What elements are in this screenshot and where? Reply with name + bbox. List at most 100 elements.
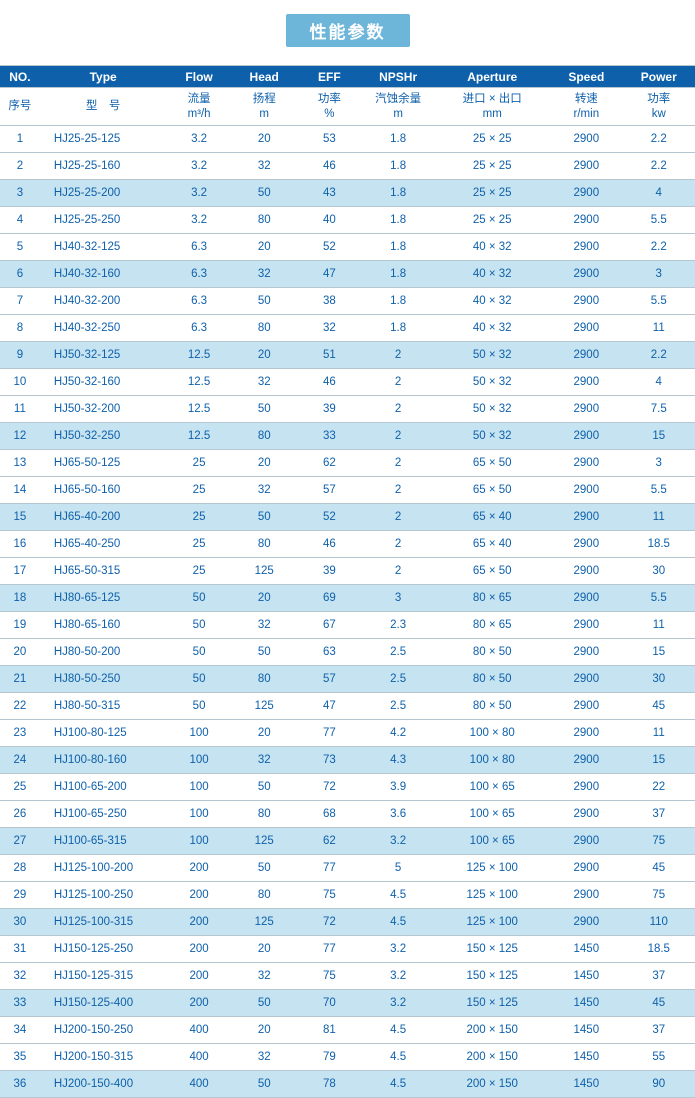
table-row: 8HJ40-32-2506.380321.840 × 32290011 bbox=[0, 315, 695, 342]
cell-flow: 100 bbox=[167, 747, 232, 774]
cell-flow: 100 bbox=[167, 801, 232, 828]
cell-ape: 150 × 125 bbox=[434, 936, 550, 963]
cell-npsh: 3.2 bbox=[362, 828, 434, 855]
cell-flow: 25 bbox=[167, 558, 232, 585]
cell-npsh: 1.8 bbox=[362, 288, 434, 315]
cell-eff: 62 bbox=[297, 828, 362, 855]
cell-head: 80 bbox=[232, 315, 297, 342]
cell-type: HJ50-32-160 bbox=[40, 369, 167, 396]
cell-head: 125 bbox=[232, 693, 297, 720]
table-row: 12HJ50-32-25012.58033250 × 32290015 bbox=[0, 423, 695, 450]
table-row: 13HJ65-50-125252062265 × 5029003 bbox=[0, 450, 695, 477]
cell-flow: 50 bbox=[167, 666, 232, 693]
cell-type: HJ100-80-125 bbox=[40, 720, 167, 747]
cell-spd: 2900 bbox=[550, 882, 622, 909]
cell-flow: 12.5 bbox=[167, 369, 232, 396]
cell-ape: 65 × 50 bbox=[434, 558, 550, 585]
cell-flow: 200 bbox=[167, 990, 232, 1017]
table-row: 32HJ150-125-31520032753.2150 × 125145037 bbox=[0, 963, 695, 990]
cell-ape: 65 × 50 bbox=[434, 450, 550, 477]
cell-eff: 53 bbox=[297, 126, 362, 153]
cell-eff: 47 bbox=[297, 261, 362, 288]
cell-eff: 32 bbox=[297, 315, 362, 342]
cell-npsh: 2 bbox=[362, 477, 434, 504]
cell-npsh: 1.8 bbox=[362, 207, 434, 234]
cell-pwr: 18.5 bbox=[623, 531, 695, 558]
cell-ape: 150 × 125 bbox=[434, 963, 550, 990]
cell-spd: 2900 bbox=[550, 504, 622, 531]
cell-flow: 200 bbox=[167, 909, 232, 936]
cell-spd: 2900 bbox=[550, 261, 622, 288]
cell-eff: 33 bbox=[297, 423, 362, 450]
cell-pwr: 5.5 bbox=[623, 477, 695, 504]
cell-npsh: 3.2 bbox=[362, 990, 434, 1017]
cell-spd: 2900 bbox=[550, 180, 622, 207]
cell-ape: 125 × 100 bbox=[434, 855, 550, 882]
cell-pwr: 2.2 bbox=[623, 153, 695, 180]
table-row: 26HJ100-65-25010080683.6100 × 65290037 bbox=[0, 801, 695, 828]
cell-pwr: 11 bbox=[623, 720, 695, 747]
cell-no: 15 bbox=[0, 504, 40, 531]
cell-npsh: 4.5 bbox=[362, 1071, 434, 1098]
cell-type: HJ25-25-200 bbox=[40, 180, 167, 207]
hdr-no-en: NO. bbox=[0, 66, 40, 88]
cell-spd: 1450 bbox=[550, 1071, 622, 1098]
cell-flow: 25 bbox=[167, 531, 232, 558]
cell-no: 18 bbox=[0, 585, 40, 612]
cell-no: 7 bbox=[0, 288, 40, 315]
cell-pwr: 90 bbox=[623, 1071, 695, 1098]
cell-no: 13 bbox=[0, 450, 40, 477]
cell-pwr: 11 bbox=[623, 612, 695, 639]
cell-type: HJ100-65-200 bbox=[40, 774, 167, 801]
table-row: 7HJ40-32-2006.350381.840 × 3229005.5 bbox=[0, 288, 695, 315]
cell-eff: 39 bbox=[297, 558, 362, 585]
cell-npsh: 1.8 bbox=[362, 234, 434, 261]
cell-spd: 2900 bbox=[550, 558, 622, 585]
cell-no: 32 bbox=[0, 963, 40, 990]
cell-npsh: 4.5 bbox=[362, 1044, 434, 1071]
cell-npsh: 2 bbox=[362, 558, 434, 585]
cell-ape: 50 × 32 bbox=[434, 342, 550, 369]
table-row: 29HJ125-100-25020080754.5125 × 100290075 bbox=[0, 882, 695, 909]
cell-head: 125 bbox=[232, 909, 297, 936]
cell-head: 50 bbox=[232, 639, 297, 666]
cell-flow: 50 bbox=[167, 693, 232, 720]
cell-eff: 78 bbox=[297, 1071, 362, 1098]
cell-pwr: 5.5 bbox=[623, 207, 695, 234]
cell-pwr: 2.2 bbox=[623, 342, 695, 369]
cell-eff: 72 bbox=[297, 909, 362, 936]
cell-head: 20 bbox=[232, 234, 297, 261]
cell-pwr: 11 bbox=[623, 315, 695, 342]
cell-flow: 50 bbox=[167, 585, 232, 612]
cell-type: HJ125-100-250 bbox=[40, 882, 167, 909]
hdr-eff-cn: 功率% bbox=[297, 88, 362, 126]
cell-npsh: 4.3 bbox=[362, 747, 434, 774]
cell-npsh: 1.8 bbox=[362, 126, 434, 153]
cell-no: 35 bbox=[0, 1044, 40, 1071]
cell-flow: 12.5 bbox=[167, 423, 232, 450]
hdr-no-cn: 序号 bbox=[0, 88, 40, 126]
cell-type: HJ150-125-315 bbox=[40, 963, 167, 990]
cell-type: HJ125-100-315 bbox=[40, 909, 167, 936]
cell-ape: 150 × 125 bbox=[434, 990, 550, 1017]
cell-no: 17 bbox=[0, 558, 40, 585]
cell-eff: 77 bbox=[297, 720, 362, 747]
cell-type: HJ80-65-160 bbox=[40, 612, 167, 639]
cell-pwr: 75 bbox=[623, 882, 695, 909]
cell-flow: 100 bbox=[167, 720, 232, 747]
cell-ape: 65 × 40 bbox=[434, 504, 550, 531]
table-row: 17HJ65-50-3152512539265 × 50290030 bbox=[0, 558, 695, 585]
cell-spd: 2900 bbox=[550, 774, 622, 801]
table-row: 11HJ50-32-20012.55039250 × 3229007.5 bbox=[0, 396, 695, 423]
cell-flow: 25 bbox=[167, 477, 232, 504]
cell-spd: 1450 bbox=[550, 1044, 622, 1071]
cell-npsh: 4.5 bbox=[362, 1017, 434, 1044]
cell-no: 10 bbox=[0, 369, 40, 396]
cell-ape: 40 × 32 bbox=[434, 315, 550, 342]
cell-flow: 3.2 bbox=[167, 153, 232, 180]
cell-no: 19 bbox=[0, 612, 40, 639]
cell-spd: 2900 bbox=[550, 801, 622, 828]
cell-spd: 2900 bbox=[550, 315, 622, 342]
table-row: 18HJ80-65-125502069380 × 6529005.5 bbox=[0, 585, 695, 612]
cell-pwr: 45 bbox=[623, 693, 695, 720]
